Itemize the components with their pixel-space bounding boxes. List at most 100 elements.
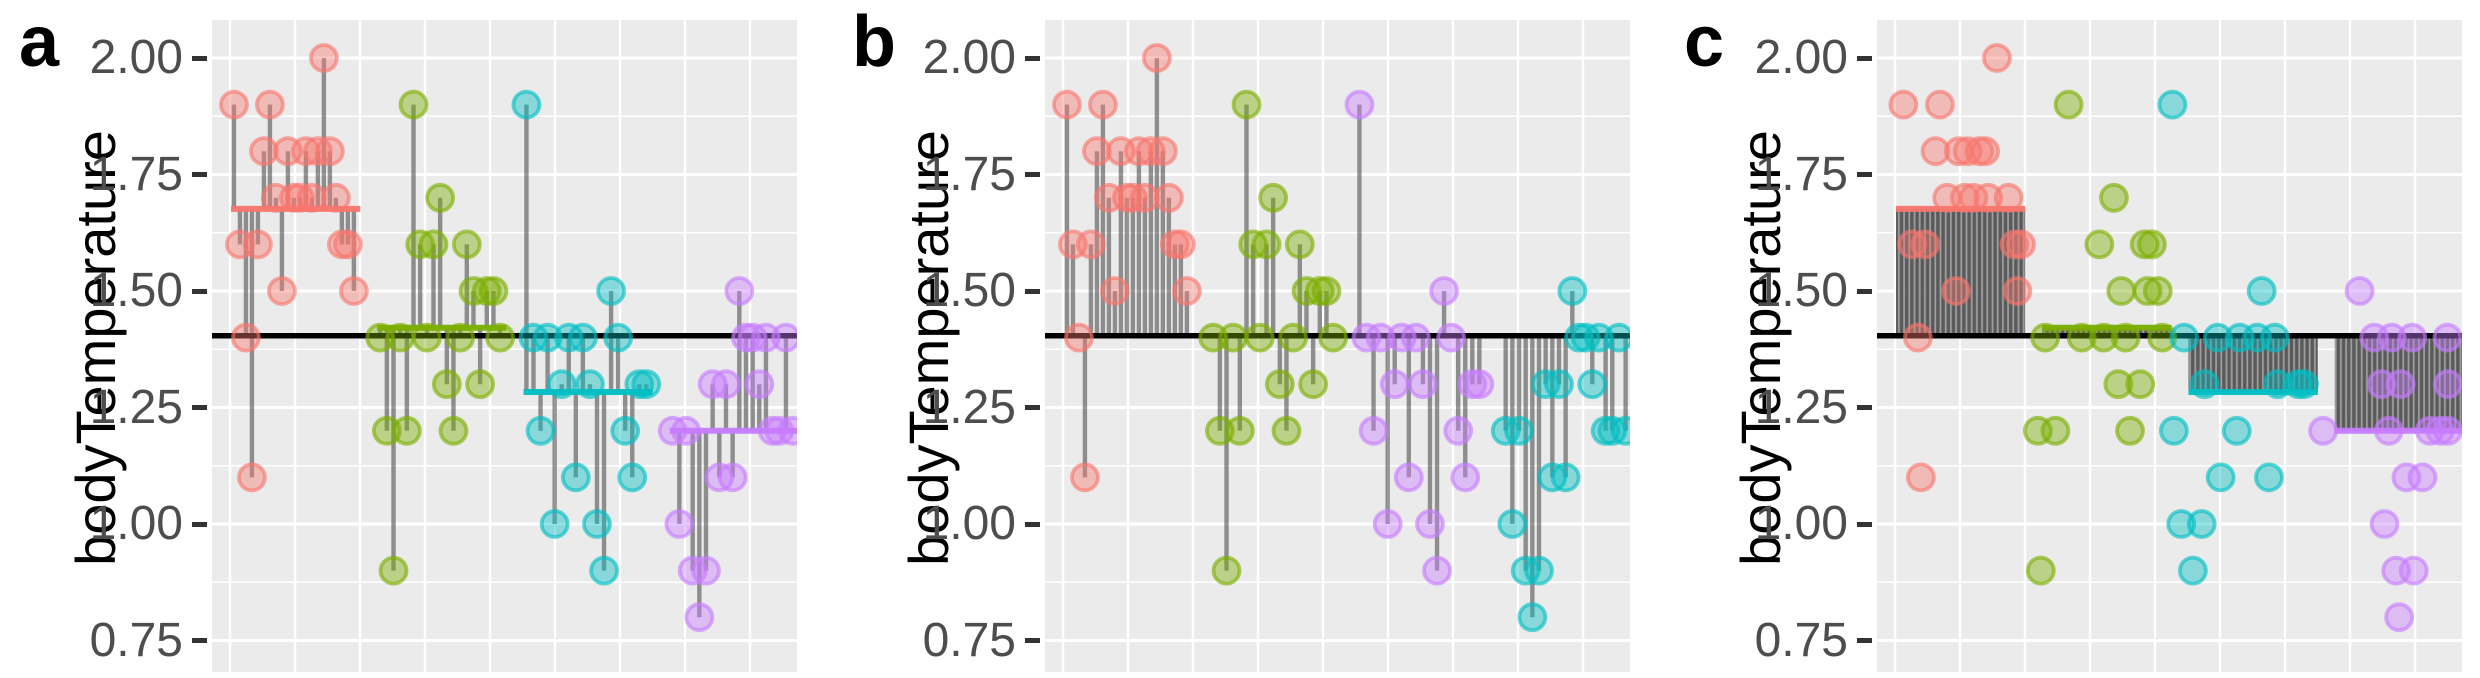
data-point [2189,369,2220,400]
data-point [1251,229,1282,260]
data-point [2308,415,2338,446]
data-point [525,415,556,446]
data-point [1524,555,1554,586]
y-tick-mark [1857,521,1872,527]
data-point [684,602,715,633]
data-point [231,322,261,353]
data-point [596,276,626,306]
data-point [1577,369,1608,400]
data-point [1258,182,1289,213]
data-point [610,415,641,446]
panel-label-b: b [852,2,896,82]
y-tick-label: 1.50 [89,264,183,317]
data-point [575,369,605,400]
y-tick-mark [1025,55,1040,61]
data-point [1224,415,1255,446]
between-group-rect [2042,327,2172,336]
data-point [425,182,456,213]
y-tick-mark [1857,405,1872,410]
data-point [431,369,462,400]
data-point [1052,89,1082,120]
y-tick-mark [1857,288,1872,294]
data-point [1443,415,1474,446]
plot-area-b [1045,20,1630,672]
data-point [1171,276,1202,306]
data-point [2002,276,2033,306]
y-tick-mark [1857,638,1872,643]
data-point [2099,182,2129,213]
data-point [2132,276,2163,306]
y-tick-mark [1025,638,1040,643]
data-point [1278,322,1309,353]
data-point [671,415,701,446]
data-point [1422,555,1452,586]
y-tick-mark [192,55,207,61]
data-point [1064,322,1094,353]
data-point [378,555,409,586]
y-tick-label: 1.50 [922,264,1016,317]
data-point [1905,462,1936,493]
data-point [1264,369,1295,400]
data-point [1311,276,1342,306]
data-point [1082,136,1112,167]
data-point [2432,322,2462,353]
data-point [2157,89,2188,120]
data-point [744,369,775,400]
data-point [1070,462,1100,493]
y-tick-label: 1.00 [89,497,183,550]
data-point [1993,182,2024,213]
y-tick-label: 1.50 [1754,264,1848,317]
data-point [308,43,339,73]
y-tick-label: 2.00 [922,31,1016,84]
y-tick-mark [192,521,207,527]
data-point [1218,322,1249,353]
data-point [438,415,469,446]
data-point [2110,322,2141,353]
data-point [631,369,662,400]
panel-label-c: c [1684,2,1725,82]
data-point [465,369,496,400]
data-point [418,229,449,260]
data-point [249,136,279,167]
data-point [1100,276,1130,306]
data-point [603,322,634,353]
data-point [771,322,797,353]
data-point [2344,276,2375,306]
data-point [2373,415,2404,446]
data-point [724,276,755,306]
data-point [2125,369,2156,400]
data-point [1211,555,1242,586]
data-point [2137,229,2167,260]
y-tick-label: 2.00 [89,31,183,84]
data-point [2129,229,2160,260]
data-point [2030,322,2061,353]
data-point [1970,136,2001,167]
data-point [1358,415,1389,446]
data-point [237,462,267,493]
between-group-rect [2334,335,2462,431]
data-point [2169,322,2200,353]
data-point [2385,369,2416,400]
data-point [777,415,797,446]
data-point [320,182,351,213]
data-point [391,415,422,446]
data-point [365,322,396,353]
data-point [567,322,598,353]
data-point [338,276,369,306]
data-point [1517,602,1548,633]
data-point [1982,43,2012,73]
data-point [2088,322,2119,353]
data-point [478,276,509,306]
data-point [1920,136,1951,167]
y-tick-mark [192,172,207,177]
y-tick-label: 1.00 [922,497,1016,550]
data-point [1318,322,1349,353]
data-point [2376,322,2407,353]
data-point [539,509,570,539]
y-tick-label: 1.75 [1754,147,1848,201]
data-point [2147,322,2178,353]
plot-area-c [1877,20,2462,672]
data-point [1372,509,1403,539]
data-point [2040,415,2071,446]
data-point [1204,415,1235,446]
